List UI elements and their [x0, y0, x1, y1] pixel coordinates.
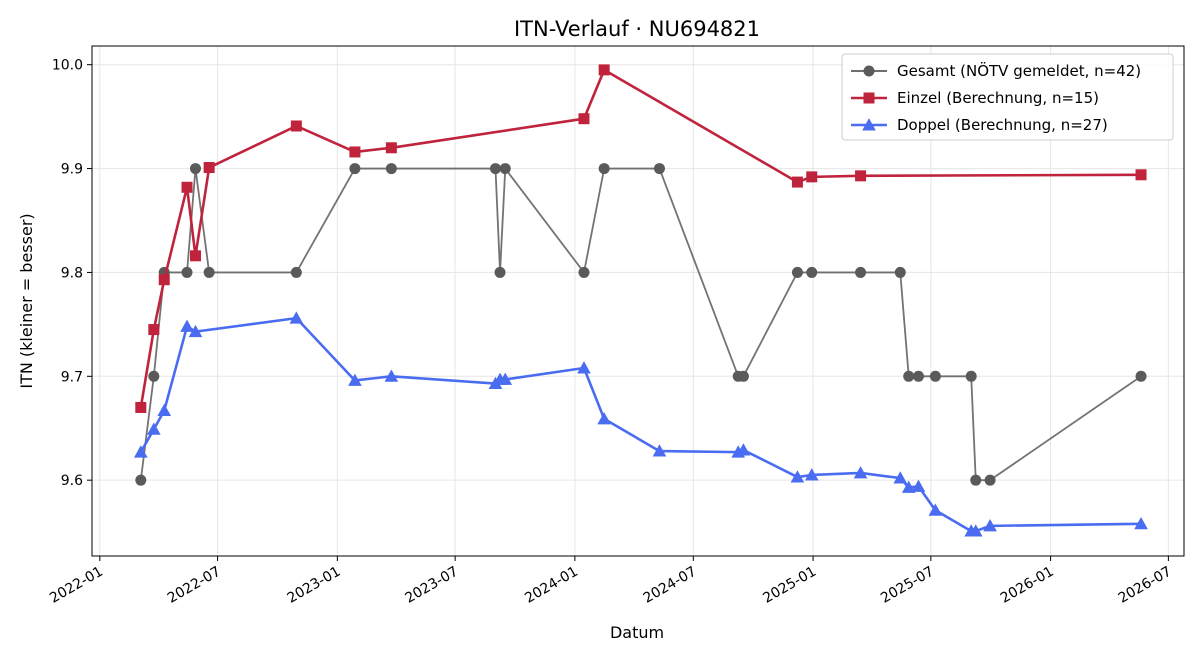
- data-point: [189, 250, 201, 262]
- data-point: [577, 361, 591, 374]
- data-point: [188, 324, 203, 338]
- data-point: [929, 370, 941, 382]
- series-circle: [135, 163, 1147, 486]
- legend: Gesamt (NÖTV gemeldet, n=42) Einzel (Bere…: [841, 53, 1174, 141]
- data-point: [385, 142, 397, 154]
- data-point: [855, 170, 867, 182]
- data-point: [901, 480, 916, 493]
- data-point: [498, 372, 513, 385]
- data-point: [653, 163, 665, 175]
- data-point: [181, 266, 193, 278]
- data-point: [903, 370, 915, 382]
- y-tick-label: 9.6: [61, 473, 83, 489]
- data-point: [157, 403, 172, 417]
- y-tick-label: 10.0: [52, 58, 83, 74]
- data-point: [912, 370, 924, 382]
- series-layer: [133, 64, 1148, 537]
- y-axis-label: ITN (kleiner = besser): [17, 213, 36, 388]
- data-point: [578, 113, 590, 125]
- x-axis-label: Datum: [610, 623, 664, 642]
- data-point: [385, 163, 397, 175]
- data-point: [806, 266, 818, 278]
- series-square: [135, 64, 1147, 413]
- chart-title: ITN-Verlauf · NU694821: [514, 17, 760, 41]
- data-point: [135, 401, 147, 413]
- data-point: [968, 524, 983, 537]
- data-point: [133, 445, 148, 458]
- data-point: [578, 266, 590, 278]
- data-point: [180, 319, 194, 332]
- y-tick-label: 9.7: [61, 369, 83, 385]
- data-point: [349, 163, 361, 175]
- data-point: [853, 466, 868, 479]
- data-point: [158, 274, 170, 286]
- data-point: [597, 412, 611, 425]
- legend-box: [841, 53, 1174, 141]
- data-point: [598, 64, 610, 76]
- data-point: [893, 471, 908, 484]
- data-point: [203, 266, 215, 278]
- data-point: [148, 370, 160, 382]
- data-point: [181, 181, 193, 193]
- series-line: [139, 167, 1142, 482]
- data-point: [1134, 516, 1148, 530]
- legend-label: Einzel (Berechnung, n=15): [897, 89, 1099, 107]
- legend-label: Doppel (Berechnung, n=27): [897, 116, 1108, 134]
- data-point: [189, 163, 201, 175]
- data-point: [148, 324, 160, 336]
- data-point: [598, 163, 610, 175]
- data-point: [737, 370, 749, 382]
- data-point: [494, 266, 506, 278]
- data-point: [348, 373, 362, 386]
- data-point: [290, 120, 302, 132]
- y-tick-label: 9.8: [61, 265, 83, 281]
- data-point: [203, 162, 215, 174]
- data-point: [384, 369, 399, 382]
- legend-label: Gesamt (NÖTV gemeldet, n=42): [897, 61, 1141, 80]
- data-point: [791, 176, 803, 188]
- legend-marker: [862, 118, 876, 131]
- data-point: [1135, 370, 1147, 382]
- data-point: [804, 468, 819, 481]
- series-triangle: [133, 311, 1148, 537]
- legend-marker: [863, 92, 875, 104]
- data-point: [894, 266, 906, 278]
- data-point: [806, 171, 818, 183]
- data-point: [736, 443, 751, 456]
- y-axis-ticks: 9.6 9.7 9.8 9.9 10.0: [52, 58, 92, 489]
- data-point: [489, 163, 501, 175]
- data-point: [652, 444, 667, 457]
- data-point: [791, 266, 803, 278]
- data-point: [499, 163, 511, 175]
- data-point: [855, 266, 867, 278]
- plot-frame: [91, 45, 1185, 557]
- data-point: [911, 479, 926, 492]
- data-point: [135, 474, 147, 486]
- data-point: [289, 311, 304, 324]
- data-point: [965, 370, 977, 382]
- data-point: [970, 474, 982, 486]
- data-point: [983, 519, 997, 532]
- data-point: [147, 422, 161, 435]
- data-point: [928, 503, 943, 516]
- data-point: [790, 470, 805, 483]
- data-point: [290, 266, 302, 278]
- legend-marker: [863, 65, 875, 77]
- data-point: [984, 474, 996, 486]
- data-point: [349, 146, 361, 158]
- data-point: [1135, 169, 1147, 181]
- y-tick-label: 9.9: [61, 162, 83, 178]
